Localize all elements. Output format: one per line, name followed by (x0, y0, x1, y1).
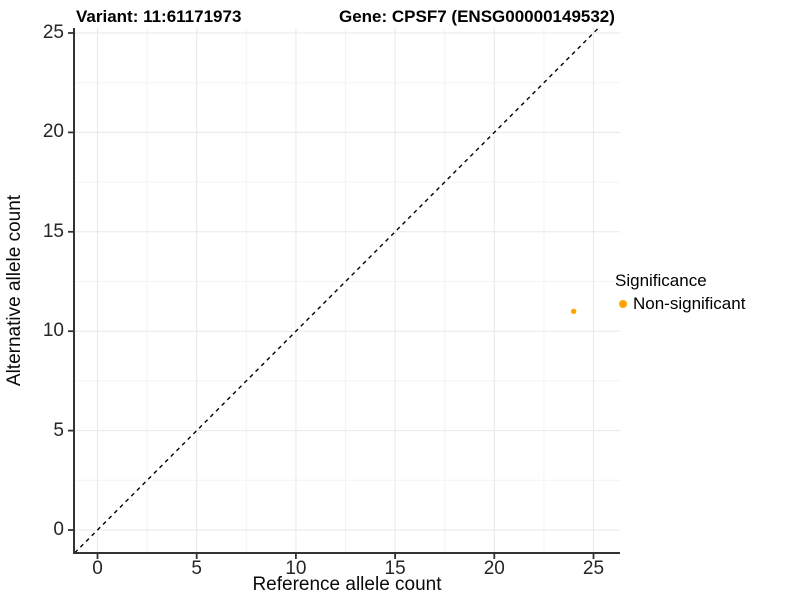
y-tick-label: 15 (42, 220, 64, 242)
x-tick-label: 20 (483, 558, 505, 579)
y-tick-label: 20 (42, 121, 64, 143)
y-tick-label: 0 (53, 519, 64, 540)
legend-point-icon (619, 299, 627, 308)
legend-item: Non-significant (615, 293, 745, 314)
x-tick-label: 0 (92, 558, 103, 579)
gene-title: Gene: CPSF7 (ENSG00000149532) (339, 7, 615, 26)
x-axis-title: Reference allele count (252, 574, 442, 595)
x-tick-label: 10 (285, 558, 307, 579)
y-tick-label: 25 (42, 22, 64, 43)
y-tick-label: 10 (42, 320, 64, 342)
x-tick-label: 15 (384, 558, 406, 579)
data-point (570, 308, 577, 315)
x-tick-label: 5 (191, 558, 202, 579)
legend-title: Significance (615, 271, 707, 290)
legend-item-label: Non-significant (633, 293, 746, 313)
legend: Significance Non-significant (615, 270, 745, 314)
variant-title: Variant: 11:61171973 (76, 7, 242, 26)
y-tick-label: 5 (53, 419, 64, 441)
x-tick-label: 25 (582, 558, 605, 579)
y-axis-title: Alternative allele count (4, 194, 25, 387)
